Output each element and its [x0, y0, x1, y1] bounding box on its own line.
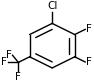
Text: F: F: [15, 72, 21, 82]
Text: F: F: [86, 57, 92, 67]
Text: Cl: Cl: [47, 2, 57, 12]
Text: F: F: [1, 57, 7, 67]
Text: F: F: [6, 50, 12, 60]
Text: F: F: [86, 24, 92, 34]
